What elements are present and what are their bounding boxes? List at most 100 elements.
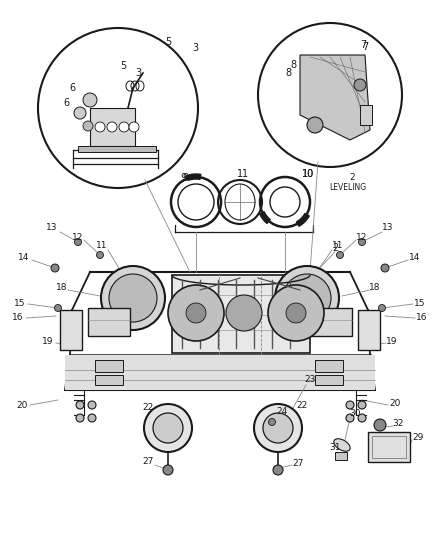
Text: 8: 8 xyxy=(290,60,296,70)
Text: 12: 12 xyxy=(356,232,367,241)
Text: 16: 16 xyxy=(12,313,24,322)
Text: 11: 11 xyxy=(332,240,344,249)
Bar xyxy=(315,360,343,372)
Bar xyxy=(78,146,156,152)
Text: 18: 18 xyxy=(56,282,68,292)
Text: 12: 12 xyxy=(72,232,84,241)
Text: 9: 9 xyxy=(180,173,186,183)
Text: 5: 5 xyxy=(165,37,171,47)
Circle shape xyxy=(83,121,93,131)
Wedge shape xyxy=(187,174,201,180)
Circle shape xyxy=(88,414,96,422)
Text: 31: 31 xyxy=(329,443,341,453)
Circle shape xyxy=(378,304,385,311)
Text: 20: 20 xyxy=(16,400,28,409)
Circle shape xyxy=(346,414,354,422)
Text: 10: 10 xyxy=(302,169,314,179)
Bar xyxy=(368,432,410,462)
Text: 32: 32 xyxy=(392,418,404,427)
Circle shape xyxy=(38,28,198,188)
Circle shape xyxy=(109,274,157,322)
Circle shape xyxy=(358,238,365,246)
Circle shape xyxy=(283,274,331,322)
Circle shape xyxy=(268,418,276,425)
Text: 1: 1 xyxy=(237,169,243,179)
Text: 19: 19 xyxy=(386,337,398,346)
Text: 14: 14 xyxy=(410,254,420,262)
Text: 3: 3 xyxy=(135,68,141,78)
Text: 10: 10 xyxy=(302,169,314,179)
Circle shape xyxy=(286,303,306,323)
Text: 16: 16 xyxy=(416,313,428,322)
Circle shape xyxy=(273,465,283,475)
Circle shape xyxy=(83,93,97,107)
Text: 18: 18 xyxy=(369,282,381,292)
Text: 19: 19 xyxy=(42,337,54,346)
Wedge shape xyxy=(260,212,270,223)
Circle shape xyxy=(226,295,262,331)
Text: 22: 22 xyxy=(297,401,307,410)
Circle shape xyxy=(258,23,402,167)
Text: 30: 30 xyxy=(349,408,361,417)
Text: 14: 14 xyxy=(18,254,30,262)
Bar xyxy=(372,436,406,458)
Text: 2: 2 xyxy=(332,243,338,253)
Circle shape xyxy=(186,303,206,323)
Bar xyxy=(60,310,82,350)
Circle shape xyxy=(51,264,59,272)
Text: 7: 7 xyxy=(360,40,366,50)
Circle shape xyxy=(254,404,302,452)
Circle shape xyxy=(88,401,96,409)
Circle shape xyxy=(107,122,117,132)
Text: 6: 6 xyxy=(69,83,75,93)
FancyBboxPatch shape xyxy=(65,355,375,390)
Bar xyxy=(90,108,135,146)
Text: 29: 29 xyxy=(412,433,424,442)
Circle shape xyxy=(153,413,183,443)
Text: 27: 27 xyxy=(292,458,304,467)
Text: 27: 27 xyxy=(142,457,154,466)
Circle shape xyxy=(263,413,293,443)
Text: 7: 7 xyxy=(362,42,368,52)
Circle shape xyxy=(76,414,84,422)
Text: 13: 13 xyxy=(46,223,58,232)
Circle shape xyxy=(268,285,324,341)
Text: 20: 20 xyxy=(389,399,401,408)
Polygon shape xyxy=(300,55,370,140)
Circle shape xyxy=(358,414,366,422)
Circle shape xyxy=(96,252,103,259)
Text: 24: 24 xyxy=(276,408,288,416)
Bar xyxy=(88,308,130,336)
Circle shape xyxy=(275,266,339,330)
Text: 3: 3 xyxy=(192,43,198,53)
Bar xyxy=(358,310,380,350)
Text: 1: 1 xyxy=(242,169,248,179)
Text: LEVELING: LEVELING xyxy=(329,182,367,191)
Text: 13: 13 xyxy=(382,223,394,232)
Text: 6: 6 xyxy=(63,98,69,108)
Circle shape xyxy=(358,401,366,409)
Circle shape xyxy=(336,252,343,259)
Text: 11: 11 xyxy=(96,240,108,249)
Circle shape xyxy=(374,419,386,431)
Ellipse shape xyxy=(334,439,350,451)
Wedge shape xyxy=(297,214,309,226)
Circle shape xyxy=(95,122,105,132)
Circle shape xyxy=(74,107,86,119)
Circle shape xyxy=(354,79,366,91)
Bar xyxy=(310,308,352,336)
Text: 23: 23 xyxy=(304,376,316,384)
Bar xyxy=(315,375,343,385)
Bar xyxy=(335,452,347,460)
Circle shape xyxy=(307,117,323,133)
Text: 15: 15 xyxy=(14,300,26,309)
Circle shape xyxy=(168,285,224,341)
Circle shape xyxy=(74,238,81,246)
Circle shape xyxy=(144,404,192,452)
Circle shape xyxy=(381,264,389,272)
Text: 2: 2 xyxy=(349,173,355,182)
Bar xyxy=(95,375,123,385)
Circle shape xyxy=(54,304,61,311)
Text: 22: 22 xyxy=(142,403,154,413)
Circle shape xyxy=(129,122,139,132)
